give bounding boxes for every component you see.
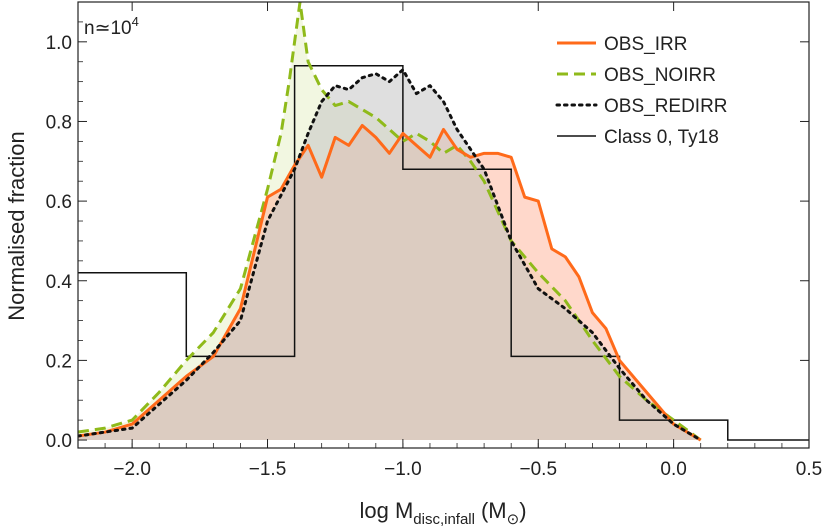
x-axis-title-unit-subscript: ⊙ — [507, 511, 520, 526]
legend-label-obs-noirr: OBS_NOIRR — [604, 65, 716, 86]
legend-label-obs-redirr: OBS_REDIRR — [604, 96, 728, 117]
sample-size-annotation: n≃104 — [84, 14, 139, 39]
y-tick-label: 0.6 — [46, 192, 72, 213]
x-axis-title-close: ) — [519, 498, 526, 523]
x-tick-label: −1.5 — [249, 459, 287, 480]
y-tick-label: 1.0 — [46, 33, 72, 54]
x-axis-title-subscript: disc,infall — [413, 511, 475, 526]
y-tick-label: 0.4 — [46, 272, 73, 293]
x-tick-label: 0.0 — [660, 459, 686, 480]
series-line-obs-redirr — [78, 68, 703, 442]
plot-frame — [77, 1, 810, 449]
axis-ticks: −2.0 −1.5 −1.0 −0.5 0.0 0.5 0.0 0.2 0.4 0.6 0.8 1.0 — [46, 2, 822, 480]
histogram-class0-ty18 — [78, 64, 809, 441]
series-line-obs-irr — [78, 123, 702, 442]
y-tick-label: 0.8 — [46, 112, 72, 133]
y-tick-label: 0.2 — [46, 351, 72, 372]
series-fill-obs-redirr — [78, 69, 701, 441]
sample-size-exponent: 4 — [132, 14, 139, 29]
legend-label-class-0-ty18: Class 0, Ty18 — [604, 127, 719, 148]
x-tick-label: −2.0 — [113, 459, 151, 480]
x-axis-title-unit: (M — [481, 498, 507, 523]
legend: OBS_IRR OBS_NOIRR OBS_REDIRR Class 0, Ty18 — [555, 34, 728, 148]
series-lines — [78, 2, 703, 442]
legend-label-obs-irr: OBS_IRR — [604, 34, 687, 55]
x-tick-label: −0.5 — [520, 459, 558, 480]
y-tick-label: 0.0 — [46, 431, 72, 452]
x-tick-label: 0.5 — [796, 459, 822, 480]
x-axis-title: log Mdisc,infall (M⊙) — [359, 498, 526, 526]
series-line-obs-noirr — [78, 2, 702, 442]
x-tick-label: −1.0 — [384, 459, 422, 480]
y-axis-title: Normalised fraction — [4, 131, 29, 321]
histogram-layer — [78, 64, 809, 441]
